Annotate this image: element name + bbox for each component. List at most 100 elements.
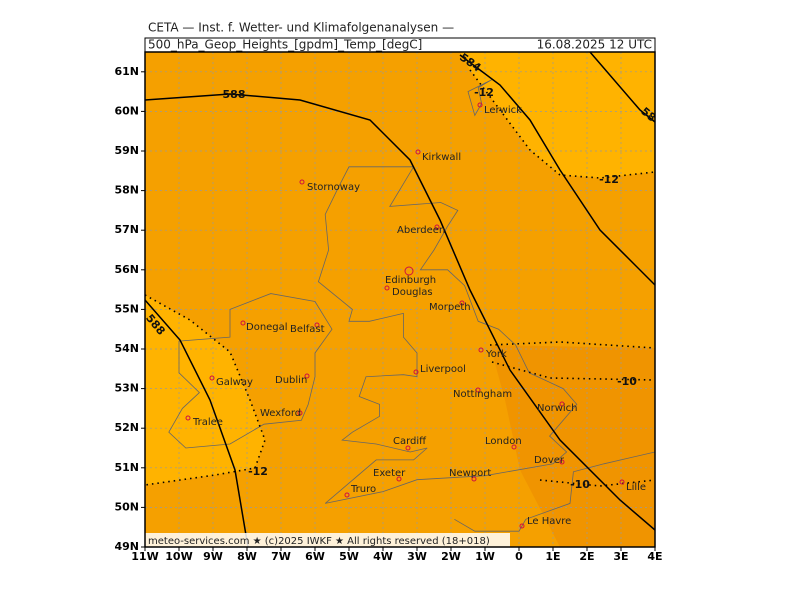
lon-label: 1W bbox=[475, 550, 495, 563]
city-marker bbox=[459, 300, 465, 306]
lon-label: 4E bbox=[647, 550, 662, 563]
lon-label: 10W bbox=[165, 550, 192, 563]
coast-gb bbox=[317, 166, 578, 504]
lon-label: 2E bbox=[579, 550, 594, 563]
cities: Lerwick Kirkwall Stornoway Aberdeen Edinburg… bbox=[185, 102, 646, 529]
lon-label: 8W bbox=[237, 550, 257, 563]
lat-label: 56N bbox=[114, 263, 139, 276]
coastlines bbox=[168, 79, 655, 532]
city-marker bbox=[511, 444, 517, 450]
contour-label: -12 bbox=[599, 173, 619, 186]
temp-contours bbox=[145, 69, 655, 487]
city-label: Cardiff bbox=[393, 436, 427, 447]
contour-label: -10 bbox=[617, 375, 637, 388]
city-marker bbox=[405, 445, 411, 451]
lat-label: 60N bbox=[114, 104, 139, 117]
city-label: Dublin bbox=[275, 375, 307, 386]
contour-588 bbox=[145, 299, 249, 547]
map-area: Lerwick Kirkwall Stornoway Aberdeen Edinburg… bbox=[145, 52, 655, 547]
city-label: Belfast bbox=[290, 324, 325, 335]
lon-label: 1E bbox=[545, 550, 560, 563]
city-marker bbox=[240, 320, 246, 326]
lat-label: 61N bbox=[114, 65, 139, 78]
lat-label: 55N bbox=[114, 302, 139, 315]
city-label: Exeter bbox=[373, 468, 406, 479]
lon-label: 6W bbox=[305, 550, 325, 563]
lon-label: 7W bbox=[271, 550, 291, 563]
city-label: Tralee bbox=[192, 417, 223, 428]
lat-label: 58N bbox=[114, 184, 139, 197]
isotherm bbox=[489, 341, 655, 349]
city-label: Morpeth bbox=[429, 302, 471, 313]
city-label: Galway bbox=[216, 377, 253, 388]
contour-label: -12 bbox=[248, 465, 268, 478]
lon-label: 9W bbox=[203, 550, 223, 563]
lat-label: 52N bbox=[114, 421, 139, 434]
lat-label: 54N bbox=[114, 342, 139, 355]
city-label: Douglas bbox=[392, 287, 433, 298]
city-marker bbox=[185, 415, 191, 421]
city-label: Liverpool bbox=[420, 364, 466, 375]
field-label: 500_hPa_Geop_Heights_[gpdm]_Temp_[degC] bbox=[148, 38, 422, 52]
contour-588 bbox=[145, 93, 655, 531]
city-label: Stornoway bbox=[307, 182, 360, 193]
lat-label: 49N bbox=[114, 540, 139, 553]
lon-label: 4W bbox=[373, 550, 393, 563]
footer: meteo-services.com ★ (c)2025 IWKF ★ All … bbox=[148, 536, 490, 547]
city-marker bbox=[477, 102, 483, 108]
city-label: Truro bbox=[350, 484, 376, 495]
lat-label: 50N bbox=[114, 500, 139, 513]
city-marker bbox=[475, 387, 481, 393]
contour-label: 588 bbox=[223, 88, 246, 101]
lon-label: 2W bbox=[441, 550, 461, 563]
city-marker bbox=[384, 285, 390, 291]
lon-label: 3E bbox=[613, 550, 628, 563]
lat-label: 51N bbox=[114, 461, 139, 474]
city-marker bbox=[297, 410, 303, 416]
city-label: Kirkwall bbox=[422, 152, 461, 163]
city-marker bbox=[619, 479, 625, 485]
coast-fr bbox=[454, 451, 655, 532]
contour-label: -12 bbox=[474, 86, 494, 99]
city-label: Le Havre bbox=[527, 516, 571, 527]
lat-label: 53N bbox=[114, 382, 139, 395]
warm-region bbox=[490, 345, 655, 547]
lon-label: 11W bbox=[131, 550, 158, 563]
contour-584 bbox=[459, 54, 655, 286]
city-label: Nottingham bbox=[453, 389, 512, 400]
city-marker bbox=[415, 149, 421, 155]
axes: 11W 10W 9W 8W 7W 6W 5W 4W 3W 2W 1W 0 1E 2E 3E 4E 61N 60N 5… bbox=[114, 65, 662, 563]
height-contours bbox=[145, 52, 655, 547]
city-marker bbox=[299, 179, 305, 185]
lon-label: 0 bbox=[515, 550, 523, 563]
city-marker bbox=[471, 476, 477, 482]
lat-label: 57N bbox=[114, 223, 139, 236]
city-label: York bbox=[485, 349, 507, 360]
cool-region bbox=[460, 52, 655, 178]
city-label: Lille bbox=[626, 482, 646, 493]
city-marker bbox=[396, 476, 402, 482]
city-label: Donegal bbox=[246, 322, 288, 333]
city-label: Dover bbox=[534, 455, 565, 466]
city-marker bbox=[519, 523, 525, 529]
isotherm bbox=[469, 69, 655, 179]
contour-label: -10 bbox=[570, 478, 590, 491]
lon-label: 5W bbox=[339, 550, 359, 563]
city-marker bbox=[559, 401, 565, 407]
coast-ie bbox=[168, 293, 333, 449]
lon-label: 3W bbox=[407, 550, 427, 563]
city-marker bbox=[209, 375, 215, 381]
city-label: Edinburgh bbox=[385, 275, 436, 286]
city-marker bbox=[304, 373, 310, 379]
city-marker bbox=[559, 459, 565, 465]
coast-islands bbox=[467, 79, 493, 117]
city-marker bbox=[344, 492, 350, 498]
city-marker bbox=[434, 224, 440, 230]
city-label: Aberdeen bbox=[397, 225, 445, 236]
city-marker bbox=[314, 322, 320, 328]
city-label: Newport bbox=[449, 468, 491, 479]
footer-box bbox=[145, 533, 510, 547]
city-label: Norwich bbox=[537, 403, 578, 414]
contour-580 bbox=[589, 52, 655, 123]
